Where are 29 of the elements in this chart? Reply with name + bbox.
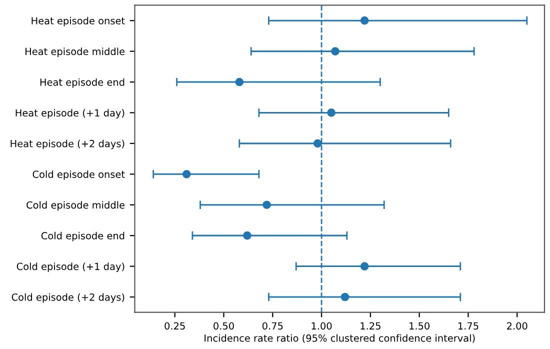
x-axis-title: Incidence rate ratio (95% clustered confidence interval) [204, 334, 475, 343]
y-tick-label: Heat episode end [40, 78, 124, 88]
y-tick-label: Heat episode (+2 days) [10, 140, 124, 150]
y-tick-label: Cold episode (+1 day) [16, 262, 124, 272]
y-tick-label: Heat episode onset [32, 16, 125, 26]
point [313, 139, 322, 148]
point [235, 78, 244, 86]
y-tick-label: Heat episode (+1 day) [16, 109, 124, 118]
point [360, 16, 369, 25]
x-tick-label: 2.00 [507, 322, 528, 330]
x-tick-label: 1.25 [360, 322, 380, 330]
point [331, 47, 340, 56]
point [327, 108, 336, 117]
point [340, 292, 350, 302]
x-tick-label: 1.00 [312, 322, 332, 330]
x-tick-label: 0.50 [214, 322, 234, 330]
point [243, 231, 252, 240]
x-tick-label: 0.75 [262, 322, 283, 330]
point [360, 262, 369, 270]
y-tick-label: Heat episode middle [26, 48, 125, 58]
x-tick-label: 1.75 [458, 322, 478, 330]
y-tick-label: Cold episode end [41, 232, 124, 242]
point [262, 200, 271, 210]
y-tick-label: Cold episode onset [32, 170, 125, 180]
x-tick-label: 0.25 [164, 322, 185, 330]
y-tick-label: Cold episode (+2 days) [12, 293, 124, 303]
point [182, 170, 191, 178]
x-tick-label: 1.50 [410, 322, 430, 330]
y-tick-label: Cold episode middle [26, 201, 125, 211]
